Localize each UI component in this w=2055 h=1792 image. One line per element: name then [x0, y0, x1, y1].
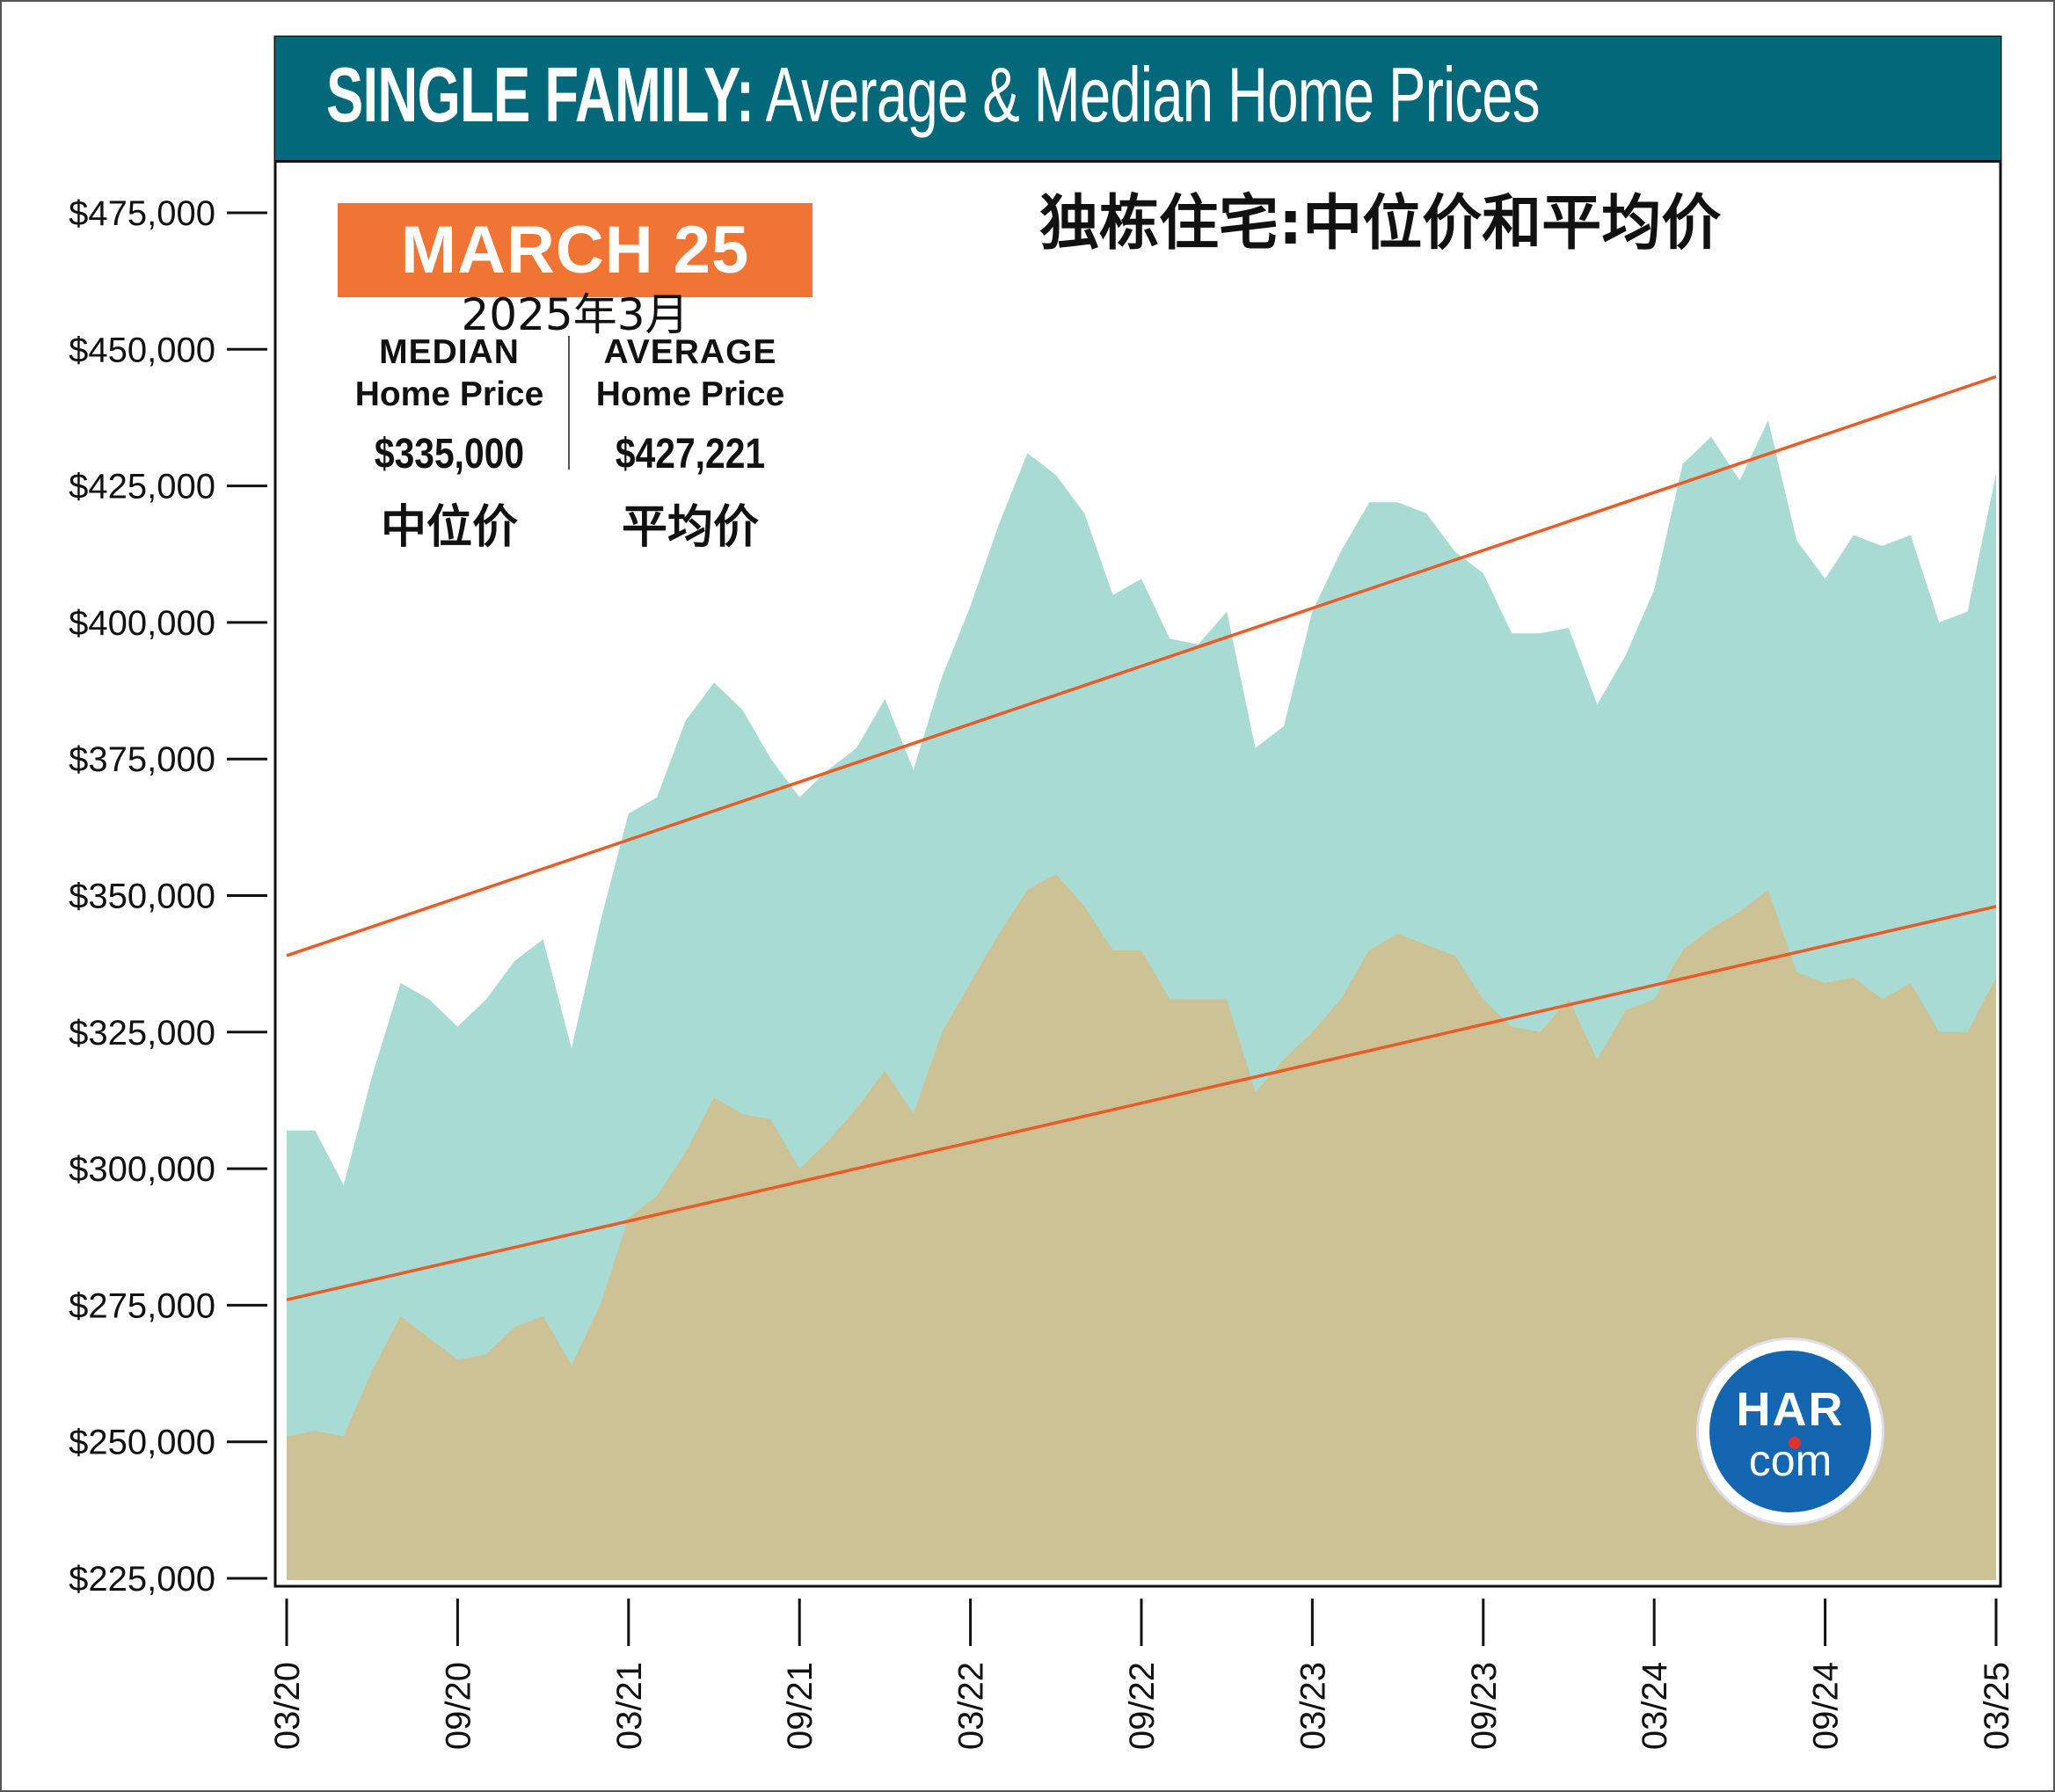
y-tick-label: $475,000: [69, 194, 215, 233]
median-label-cn: 中位价: [380, 501, 518, 554]
logo-dot-icon: [1789, 1437, 1801, 1449]
average-sublabel: Home Price: [595, 375, 785, 413]
x-tick-label: 03/20: [268, 1662, 307, 1750]
month-badge: MARCH 25: [338, 203, 813, 297]
average-label-cn: 平均价: [621, 501, 759, 554]
x-tick-label: 09/23: [1465, 1662, 1504, 1750]
y-tick-label: $425,000: [69, 468, 215, 506]
median-sublabel: Home Price: [354, 375, 544, 413]
y-tick-label: $250,000: [69, 1424, 215, 1462]
x-tick-label: 03/21: [610, 1662, 649, 1750]
logo-com-text: com: [1748, 1436, 1833, 1485]
x-tick-label: 09/22: [1123, 1662, 1162, 1750]
y-tick-label: $400,000: [69, 604, 215, 643]
y-tick-label: $275,000: [69, 1286, 215, 1325]
average-label: AVERAGE: [603, 333, 777, 371]
y-tick-label: $225,000: [69, 1560, 215, 1599]
y-tick-label: $300,000: [69, 1150, 215, 1189]
y-tick-label: $350,000: [69, 878, 215, 916]
stat-divider: [568, 336, 570, 470]
y-tick-label: $325,000: [69, 1014, 215, 1053]
y-tick-label: $375,000: [69, 740, 215, 779]
median-value: $335,000: [374, 431, 525, 477]
x-tick-label: 09/24: [1807, 1662, 1846, 1750]
title-rest-part: Average & Median Home Prices: [765, 51, 1541, 138]
title-bar: SINGLE FAMILY: Average & Median Home Pri…: [275, 37, 2000, 163]
average-stat: AVERAGE Home Price $427,221 平均价: [576, 332, 805, 554]
x-tick-label: 09/20: [439, 1662, 477, 1750]
x-tick-label: 09/21: [781, 1662, 820, 1750]
median-stat: MEDIAN Home Price $335,000 中位价: [335, 332, 564, 554]
x-tick-label: 03/22: [952, 1662, 991, 1750]
chinese-title: 独栋住宅:中位价和平均价: [1039, 189, 1722, 259]
logo-har-text: HAR: [1736, 1383, 1845, 1436]
har-logo: HAR com: [1699, 1340, 1882, 1523]
average-value: $427,221: [615, 431, 766, 477]
median-trend-line: [286, 905, 1997, 1301]
x-tick-label: 03/24: [1636, 1662, 1674, 1750]
chart-title: SINGLE FAMILY: Average & Median Home Pri…: [326, 51, 1541, 139]
average-trend-line: [286, 375, 1997, 958]
x-tick-label: 03/23: [1293, 1662, 1332, 1750]
x-tick-label: 03/25: [1978, 1662, 2016, 1750]
median-area: [287, 873, 1996, 1580]
median-label: MEDIAN: [379, 333, 520, 371]
title-bold-part: SINGLE FAMILY:: [326, 51, 754, 138]
month-chinese: 2025年3月: [461, 289, 689, 340]
y-tick-label: $450,000: [69, 331, 215, 369]
